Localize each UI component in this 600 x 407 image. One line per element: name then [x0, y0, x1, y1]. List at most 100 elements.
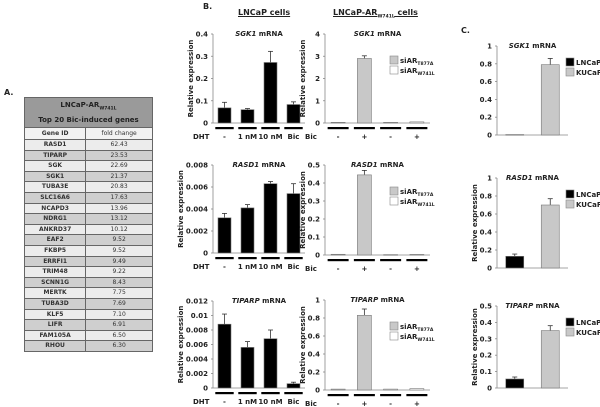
legend-name: KUCaP: [576, 69, 600, 77]
treatment-dash: [327, 127, 349, 130]
chart-m3: 0 0.2 0.4 0.6 0.8 1 - + - + Bic TIPARP mRNA Relative…: [299, 296, 435, 407]
table-subtitle: Top 20 Bic-induced genes: [38, 115, 139, 124]
x-label: Bic: [305, 400, 317, 407]
bar: [505, 134, 525, 136]
legend-sub: W741L: [417, 337, 434, 343]
legend-name: LNCaP: [576, 319, 600, 327]
legend-label: siARW741L: [400, 333, 435, 343]
treatment-dash: [215, 257, 234, 260]
column-header-fold-change: fold change: [85, 127, 153, 140]
table-header: LNCaP-ARW741L Top 20 Bic-induced genes: [24, 97, 153, 128]
legend-swatch: [565, 199, 575, 209]
y-tick-label: 0.2: [480, 352, 493, 360]
y-tick-label: 0.2: [480, 247, 493, 255]
category-label: 10 nM: [258, 263, 282, 271]
y-tick-label: 0.6: [480, 78, 493, 86]
y-tick-label: 0: [487, 385, 492, 393]
y-tick-label: 0.4: [196, 31, 209, 39]
category-label: +: [361, 400, 367, 407]
legend-name: siAR: [400, 67, 418, 75]
heading-suffix: cells: [394, 8, 418, 17]
category-label: -: [389, 265, 392, 273]
chart-title: SGK1 mRNA: [509, 42, 557, 50]
fold-change: 6.50: [85, 329, 153, 342]
legend-sub: W741L: [417, 202, 434, 208]
heading-prefix: LNCaP-AR: [333, 8, 378, 17]
treatment-dash: [284, 392, 303, 395]
bar: [240, 207, 255, 254]
legend-swatch: [389, 331, 399, 341]
treatment-dash: [238, 392, 257, 395]
x-label: Bic: [305, 265, 317, 273]
legend-label: KUCaP: [576, 69, 600, 77]
y-axis-label: Relative expression: [299, 171, 307, 249]
y-tick-label: 0.4: [480, 96, 493, 104]
treatment-dash: [261, 127, 280, 130]
x-label: Bic: [305, 133, 317, 141]
bar: [357, 314, 372, 391]
legend-swatch: [565, 189, 575, 199]
treatment-dash: [327, 394, 349, 397]
legend-label: KUCaP: [576, 201, 600, 209]
gene-id: SCNN1G: [23, 276, 87, 289]
gene-name: RASD1: [233, 161, 260, 169]
bar: [330, 122, 346, 124]
heading-lncap-cells: LNCaP cells: [238, 8, 291, 17]
bar: [540, 330, 560, 389]
gene-id: KLF5: [23, 308, 87, 321]
legend-name: LNCaP: [576, 59, 600, 67]
chart-title: RASD1 mRNA: [351, 161, 405, 169]
bar: [383, 388, 398, 391]
bar: [409, 388, 425, 391]
y-tick-label: 0: [315, 120, 320, 128]
legend-name: KUCaP: [576, 201, 600, 209]
treatment-dash: [353, 394, 375, 397]
bar: [286, 383, 301, 389]
gene-id: RHOU: [23, 340, 87, 352]
y-tick-label: 0.1: [196, 97, 209, 105]
legend-label: LNCaP: [576, 59, 600, 67]
chart-c1: 0 0.2 0.4 0.6 0.8 1 SGK1 mRNA LNCaP KUCaP: [480, 42, 600, 140]
bar: [330, 253, 346, 256]
treatment-dash: [380, 259, 402, 262]
gene-name: TIPARP: [232, 297, 261, 305]
treatment-dash: [261, 257, 280, 260]
y-tick-label: 0.4: [480, 319, 493, 327]
legend-swatch: [565, 57, 575, 67]
y-tick-label: 0.004: [186, 356, 208, 364]
y-tick-label: 2: [315, 75, 320, 83]
heading-sub: W741L: [377, 14, 395, 20]
y-tick-label: 0: [315, 252, 320, 260]
title-suffix: mRNA: [530, 42, 557, 50]
chart-title: SGK1 mRNA: [235, 30, 283, 38]
title-suffix: mRNA: [533, 302, 560, 310]
category-label: +: [414, 133, 420, 141]
bar: [263, 62, 278, 124]
y-tick-label: 0.3: [196, 53, 209, 61]
gene-name: TIPARP: [505, 302, 534, 310]
gene-name: RASD1: [351, 161, 378, 169]
legend-name: siAR: [400, 57, 418, 65]
gene-id: ERRFI1: [23, 255, 87, 268]
treatment-dash: [380, 127, 402, 130]
x-label: DHT: [193, 398, 210, 406]
treatment-dash: [238, 127, 257, 130]
y-tick-label: 0.3: [308, 198, 321, 206]
legend-swatch: [565, 317, 575, 327]
fold-change: 6.91: [85, 319, 153, 331]
category-label: -: [389, 400, 392, 407]
title-suffix: mRNA: [256, 30, 283, 38]
y-tick-label: 0.2: [480, 114, 493, 122]
column-header-gene-id: Gene ID: [23, 127, 87, 140]
gene-id: TUBA3D: [23, 297, 87, 310]
legend-label: KUCaP: [576, 329, 600, 337]
panel-label-a: A.: [4, 88, 14, 97]
y-tick-label: 0.004: [186, 206, 208, 214]
y-axis-label: Relative expression: [177, 306, 185, 384]
category-label: 10 nM: [258, 398, 282, 406]
table-row: FAM105A 6.50: [23, 329, 153, 342]
y-tick-label: 0.01: [191, 312, 208, 320]
gene-name: RASD1: [506, 174, 533, 182]
table-row: ERRFI1 9.49: [23, 255, 153, 268]
